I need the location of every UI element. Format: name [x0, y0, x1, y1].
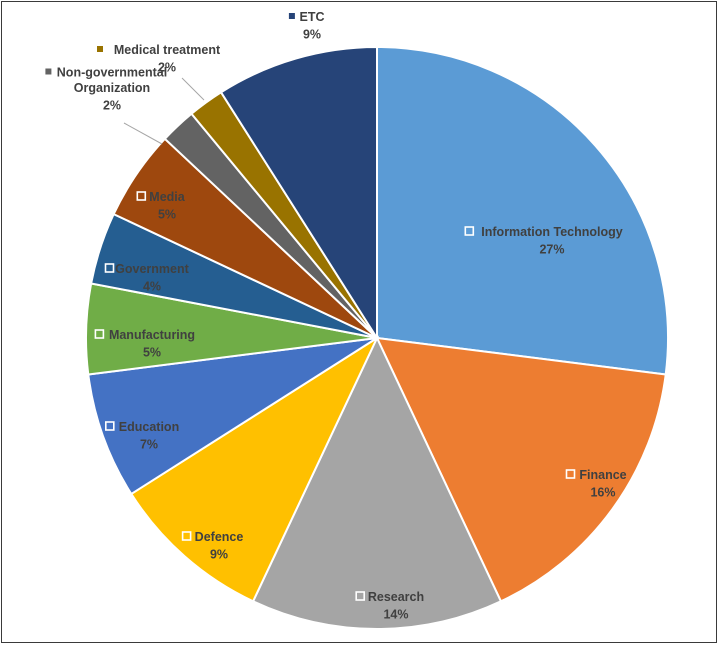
slice-label-government: Government 4%: [115, 262, 189, 294]
pie-labels: Information Technology 27% Finance 16% Resea…: [45, 10, 627, 622]
slice-value-etc: 9%: [303, 28, 321, 42]
pie-slice-finance: [375, 336, 667, 603]
pie-slice-information-technology: [376, 45, 669, 376]
slice-label-manufacturing: Manufacturing 5%: [109, 328, 195, 360]
legend-marker-media: [136, 191, 147, 201]
legend-marker-education: [105, 421, 115, 431]
slice-value-finance: 16%: [590, 486, 615, 500]
slice-label-non-governmental-organization: Non-governmental Organization 2%: [57, 66, 167, 113]
pie-slice-defence: [129, 335, 380, 603]
slice-value-media: 5%: [158, 208, 176, 222]
slice-label-finance: Finance 16%: [579, 468, 626, 500]
slice-label-media: Media 5%: [149, 190, 185, 222]
leader-line-non-governmental-organization: [123, 122, 163, 145]
legend-marker-research: [355, 591, 366, 601]
slice-value-education: 7%: [140, 438, 158, 452]
legend-marker-manufacturing: [94, 329, 105, 339]
slice-label-information-technology: Information Technology 27%: [481, 225, 622, 257]
pie-slice-education: [87, 337, 378, 496]
slice-value-manufacturing: 5%: [143, 346, 161, 360]
slice-label-research: Research 14%: [368, 590, 424, 622]
leader-line-medical-treatment: [181, 77, 205, 101]
slice-value-government: 4%: [143, 280, 161, 294]
pie-slices: [85, 45, 669, 630]
slice-label-education: Education 7%: [119, 420, 179, 452]
slice-label-medical-treatment: Medical treatment 2%: [114, 43, 221, 75]
slice-value-information-technology: 27%: [539, 243, 564, 257]
legend-marker-information-technology: [464, 226, 475, 236]
slice-label-etc: ETC 9%: [300, 10, 325, 42]
legend-marker-non-governmental-organization: [45, 68, 52, 75]
slice-value-research: 14%: [383, 608, 408, 622]
slice-value-non-governmental-organization: 2%: [103, 99, 121, 113]
legend-marker-finance: [565, 469, 576, 479]
pie-slice-etc: [219, 45, 378, 342]
slice-value-medical-treatment: 2%: [158, 61, 176, 75]
pie-slice-research: [251, 335, 503, 630]
legend-marker-etc: [288, 13, 295, 19]
legend-marker-government: [104, 263, 115, 273]
slice-value-defence: 9%: [210, 548, 228, 562]
slice-label-defence: Defence 9%: [195, 530, 244, 562]
legend-marker-medical-treatment: [97, 46, 103, 52]
legend-marker-defence: [181, 531, 192, 541]
